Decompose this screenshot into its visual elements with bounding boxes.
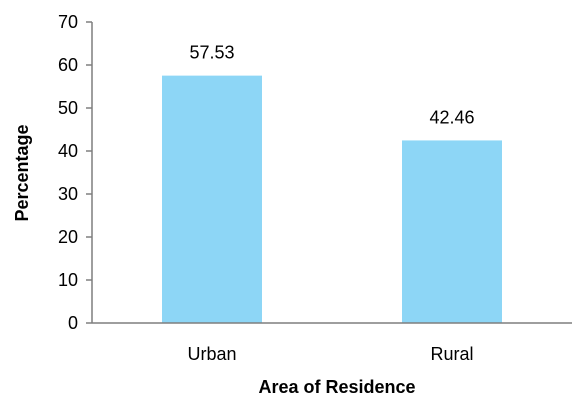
- x-axis-ticks: Urban Rural: [187, 344, 473, 364]
- data-label-urban: 57.53: [189, 43, 234, 63]
- y-tick-label: 10: [58, 270, 78, 290]
- x-tick-label-rural: Rural: [430, 344, 473, 364]
- y-tick-label: 60: [58, 55, 78, 75]
- y-tick-label: 0: [68, 313, 78, 333]
- y-axis-title: Percentage: [12, 124, 32, 221]
- y-tick-label: 20: [58, 227, 78, 247]
- bar-rural: [402, 140, 502, 323]
- bar-urban: [162, 75, 262, 323]
- y-axis-ticks: 0 10 20 30 40 50 60 70: [58, 12, 92, 333]
- y-tick-label: 30: [58, 184, 78, 204]
- y-tick-label: 70: [58, 12, 78, 32]
- y-tick-label: 50: [58, 98, 78, 118]
- y-tick-label: 40: [58, 141, 78, 161]
- bars: [162, 75, 502, 323]
- data-label-rural: 42.46: [429, 107, 474, 127]
- x-tick-label-urban: Urban: [187, 344, 236, 364]
- x-axis-title: Area of Residence: [258, 377, 415, 397]
- data-labels: 57.53 42.46: [189, 43, 474, 128]
